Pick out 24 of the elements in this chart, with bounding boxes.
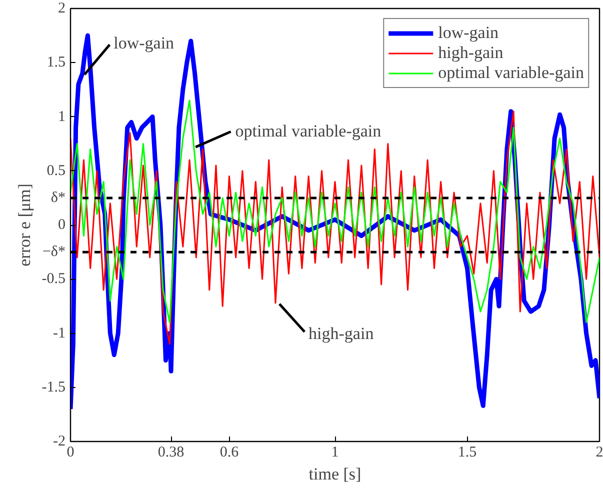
legend-label: optimal variable-gain <box>438 63 584 83</box>
x-tick-label: 0.38 <box>158 444 184 460</box>
y-tick-label: -2 <box>53 434 66 450</box>
y-tick-label: δ* <box>50 190 66 206</box>
y-tick-label: -1.5 <box>42 379 66 396</box>
y-tick-label: 2 <box>58 0 66 16</box>
y-axis-title: error e [μm] <box>14 184 34 266</box>
y-tick-label: -0.5 <box>42 271 66 288</box>
y-tick-label: 0.5 <box>46 162 66 179</box>
x-tick-label: 1.5 <box>458 444 477 460</box>
legend-label: low-gain <box>438 23 499 43</box>
annotation: high-gain <box>308 324 374 343</box>
y-tick-label: -1 <box>53 325 66 342</box>
y-tick-label: 1 <box>58 108 66 125</box>
y-tick-label: 1.5 <box>46 54 66 71</box>
x-tick-label: 0.6 <box>220 444 240 460</box>
x-axis-title: time [s] <box>308 464 362 484</box>
annotation: low-gain <box>114 34 175 53</box>
x-tick-label: 2 <box>596 444 603 460</box>
y-tick-label: −δ* <box>42 244 66 260</box>
legend-label: high-gain <box>438 43 504 63</box>
x-tick-label: 1 <box>331 444 339 460</box>
y-tick-label: 0 <box>58 217 66 233</box>
annotation: optimal variable-gain <box>235 121 382 140</box>
